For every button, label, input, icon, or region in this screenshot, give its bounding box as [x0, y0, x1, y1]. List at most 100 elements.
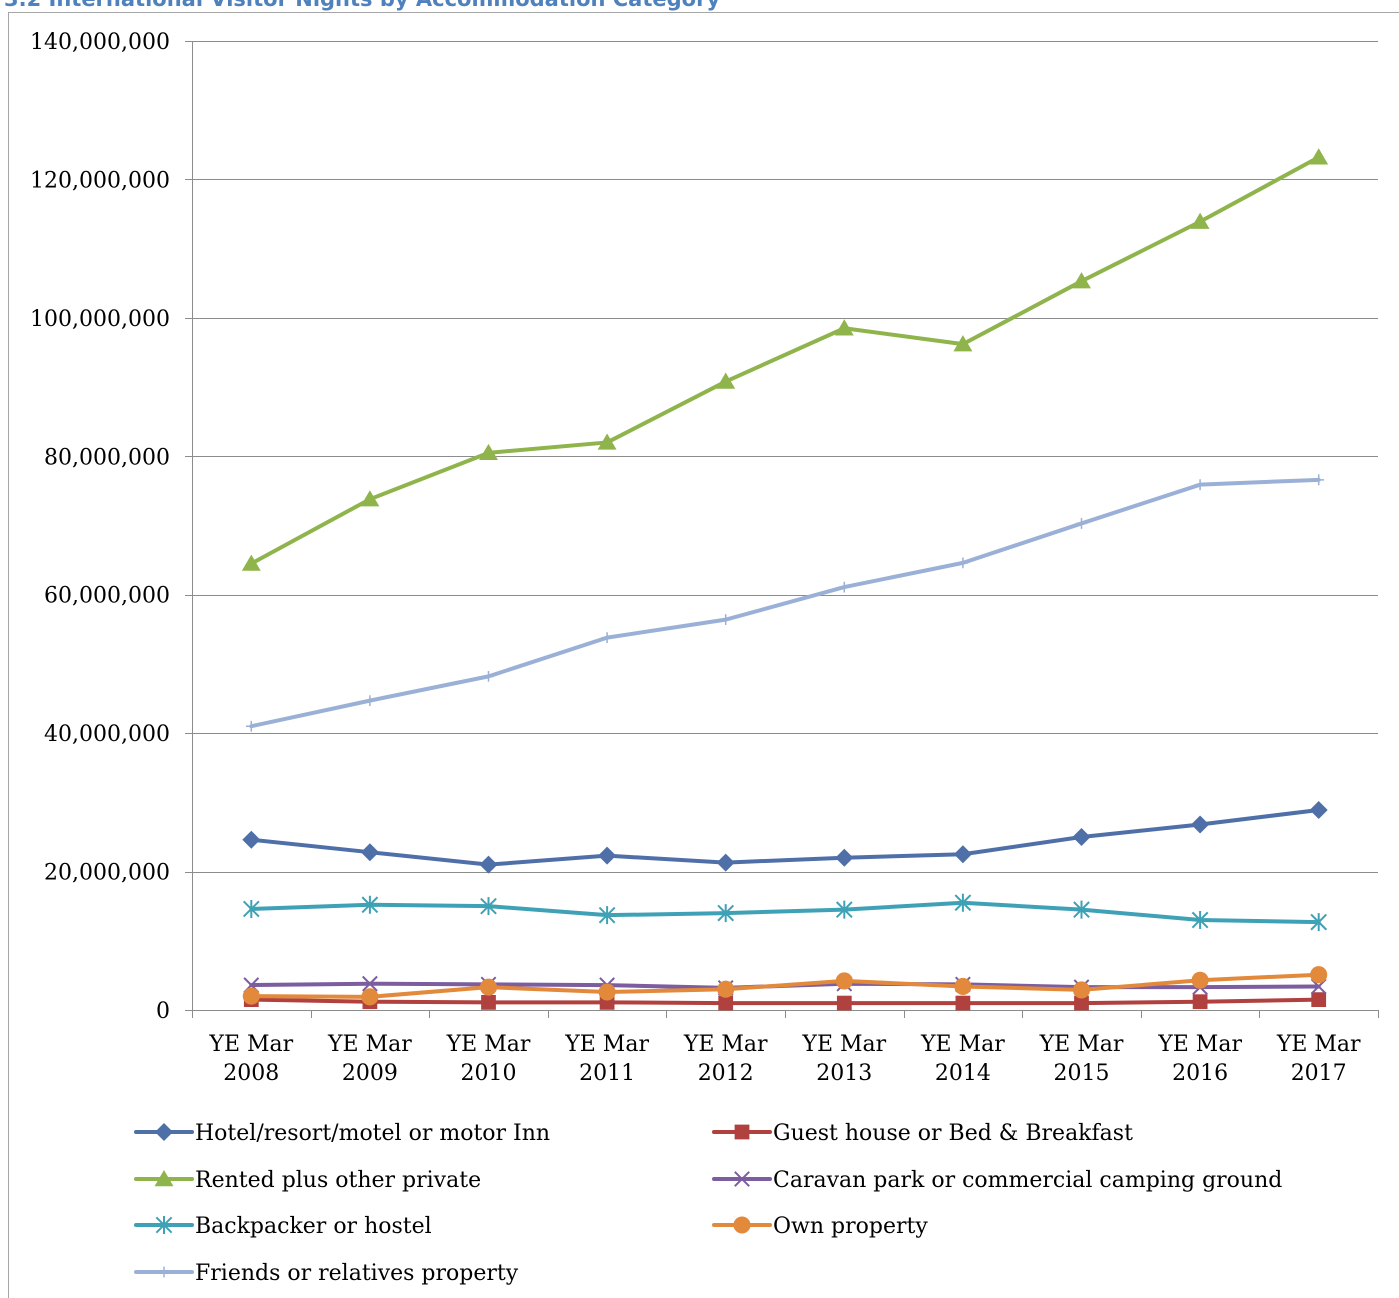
series-line: [249, 155, 1321, 566]
data-point-marker: [360, 490, 380, 507]
legend-label: Caravan park or commercial camping groun…: [773, 1168, 1282, 1193]
data-point-marker: [1311, 992, 1327, 1007]
series-0: [242, 800, 1328, 874]
y-tick-label: 20,000,000: [44, 861, 170, 886]
legend-item-6: Friends or relatives property: [134, 1261, 519, 1286]
data-point-marker: [834, 319, 854, 336]
y-tick-label: 80,000,000: [44, 445, 170, 470]
data-point-marker: [1190, 212, 1210, 229]
data-point-marker: [158, 1266, 170, 1278]
x-tick-label-line1: YE Mar: [683, 1032, 768, 1057]
data-point-marker: [242, 830, 261, 849]
legend-label: Friends or relatives property: [195, 1261, 519, 1286]
data-point-marker: [734, 1124, 750, 1140]
data-point-marker: [242, 987, 260, 1005]
data-point-marker: [155, 1123, 173, 1141]
y-tick-label: 40,000,000: [44, 722, 170, 747]
legend-item-4: Backpacker or hostel: [134, 1214, 432, 1239]
data-point-marker: [361, 895, 379, 914]
data-point-marker: [955, 995, 971, 1011]
legend-label: Guest house or Bed & Breakfast: [773, 1121, 1133, 1146]
data-point-marker: [718, 995, 734, 1011]
series-line: [249, 807, 1321, 867]
data-point-marker: [835, 900, 853, 919]
y-tick-label: 60,000,000: [44, 584, 170, 609]
x-tick-label-line2: 2016: [1172, 1061, 1228, 1086]
legend-label: Own property: [773, 1214, 928, 1239]
data-point-marker: [479, 443, 498, 461]
data-point-marker: [835, 848, 854, 867]
data-point-marker: [953, 845, 972, 864]
data-point-marker: [601, 632, 613, 644]
data-point-marker: [481, 995, 496, 1010]
data-point-marker: [1309, 800, 1328, 819]
x-tick-label-line1: YE Mar: [1039, 1032, 1124, 1057]
series-line: [249, 900, 1321, 925]
data-point-marker: [241, 554, 261, 571]
data-point-marker: [836, 995, 852, 1011]
data-point-marker: [716, 853, 735, 872]
data-point-marker: [242, 899, 260, 918]
data-point-marker: [364, 695, 376, 707]
data-point-marker: [717, 904, 735, 923]
section-title: 3.2 International Visitor Nights by Acco…: [4, 0, 720, 11]
x-tick-label-line2: 2008: [223, 1061, 279, 1086]
y-tick-label: 120,000,000: [30, 168, 170, 193]
y-tick-label: 0: [156, 999, 170, 1024]
data-point-marker: [154, 1170, 174, 1187]
x-tick-label-line2: 2017: [1291, 1061, 1347, 1086]
series-6: [245, 474, 1325, 732]
legend-item-2: Rented plus other private: [134, 1168, 481, 1193]
data-point-marker: [1309, 148, 1329, 165]
series-4: [242, 893, 1328, 932]
legend-label: Backpacker or hostel: [195, 1214, 432, 1239]
series-5: [242, 966, 1328, 1006]
data-point-marker: [954, 893, 972, 912]
data-point-marker: [155, 1216, 173, 1234]
series-line: [249, 972, 1321, 999]
data-point-marker: [734, 1171, 750, 1187]
data-point-marker: [720, 614, 732, 626]
data-point-marker: [717, 980, 735, 998]
series-2: [241, 148, 1329, 571]
gridlines: [192, 41, 1378, 873]
axes: [185, 41, 1379, 1018]
data-point-marker: [957, 557, 969, 569]
data-point-marker: [1074, 995, 1089, 1011]
data-point-marker: [480, 897, 497, 916]
data-point-marker: [1072, 981, 1091, 999]
legend: Hotel/resort/motel or motor Inn Guest hou…: [134, 1121, 1282, 1286]
y-tick-label: 140,000,000: [30, 30, 170, 55]
data-point-marker: [733, 1216, 751, 1234]
data-point-marker: [1310, 966, 1328, 984]
legend-item-5: Own property: [712, 1214, 928, 1239]
series-lines: [241, 148, 1329, 1011]
x-tick-label-line1: YE Mar: [1157, 1032, 1242, 1057]
data-point-marker: [1191, 971, 1209, 989]
legend-label: Hotel/resort/motel or motor Inn: [195, 1121, 550, 1146]
y-axis-tick-labels: 0 20,000,000 40,000,000 60,000,000 80,000,00…: [30, 30, 170, 1024]
x-tick-label-line2: 2015: [1054, 1061, 1110, 1086]
data-point-marker: [597, 433, 617, 450]
x-tick-label-line2: 2009: [342, 1061, 398, 1086]
data-point-marker: [361, 975, 378, 992]
series-line: [249, 477, 1321, 729]
data-point-marker: [598, 983, 616, 1001]
x-tick-label-line1: YE Mar: [564, 1032, 649, 1057]
data-point-marker: [1072, 827, 1091, 846]
data-point-marker: [479, 855, 498, 874]
series-line: [249, 997, 1321, 1006]
data-point-marker: [838, 581, 850, 593]
legend-item-3: Caravan park or commercial camping groun…: [712, 1168, 1282, 1193]
x-tick-label-line2: 2012: [698, 1061, 754, 1086]
data-point-marker: [954, 977, 972, 996]
data-point-marker: [483, 670, 494, 682]
data-point-marker: [1073, 900, 1090, 919]
data-point-marker: [1191, 911, 1209, 930]
x-tick-label-line2: 2011: [579, 1061, 635, 1086]
data-point-marker: [361, 988, 379, 1006]
data-point-marker: [716, 372, 736, 389]
x-axis-tick-labels: YE Mar 2008 YE Mar 2009 YE Mar 2010 YE Mar 2011…: [208, 1032, 1361, 1086]
